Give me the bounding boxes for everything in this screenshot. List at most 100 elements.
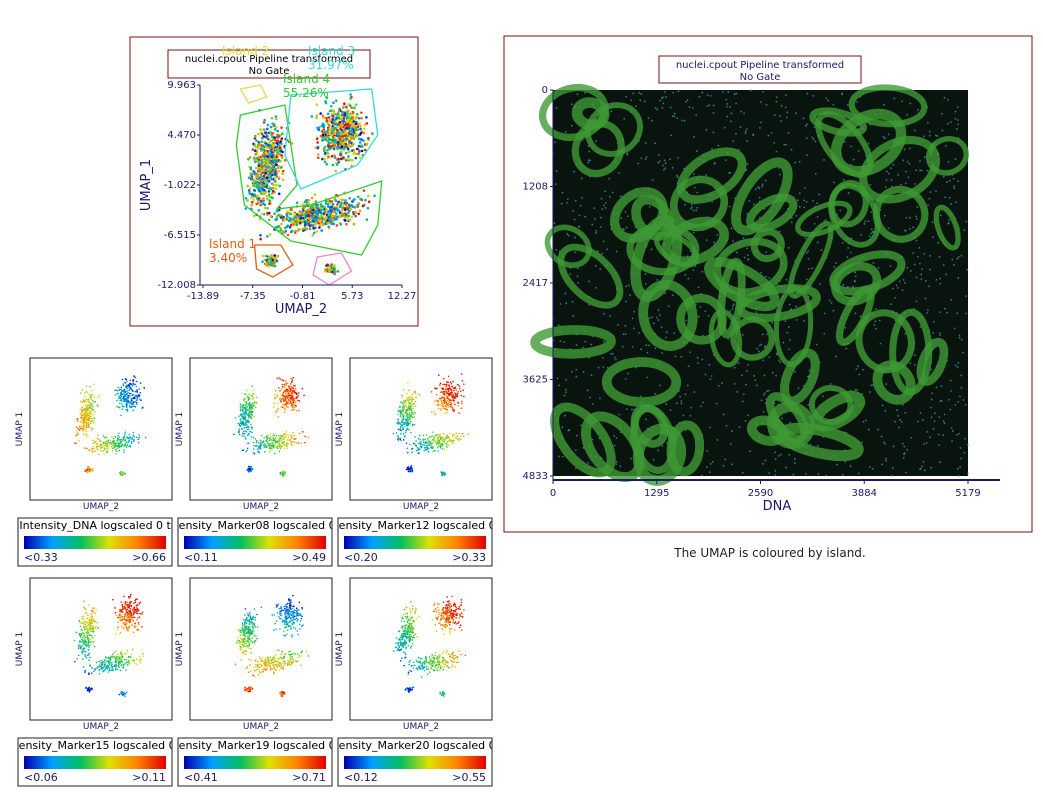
nucleus (638, 92, 641, 94)
nucleus (947, 222, 950, 225)
cell-dot (305, 220, 308, 224)
cell-dot (76, 431, 78, 433)
cell-dot (140, 399, 142, 401)
nucleus (704, 373, 707, 376)
nucleus (967, 443, 969, 446)
cell-dot (255, 152, 258, 156)
nucleus (884, 186, 887, 188)
cell-dot (123, 434, 126, 437)
cell-dot (121, 472, 124, 475)
cell-dot (124, 444, 126, 447)
cell-dot (245, 410, 247, 412)
cell-dot (117, 386, 120, 389)
nucleus (695, 114, 698, 116)
cell-dot (252, 408, 255, 411)
nucleus (955, 128, 958, 130)
cell-dot (263, 148, 266, 152)
cell-dot (344, 144, 347, 148)
cell-dot (266, 171, 270, 175)
cell-dot (109, 439, 112, 442)
nucleus (768, 356, 771, 358)
cell-dot (273, 172, 277, 176)
nucleus (942, 175, 945, 178)
cell-dot (288, 216, 292, 220)
cell-dot (413, 391, 415, 393)
cell-dot (329, 139, 333, 143)
cell-dot (81, 406, 83, 409)
nucleus (771, 371, 774, 374)
nucleus (914, 354, 916, 357)
cell-dot (284, 226, 287, 230)
nucleus (602, 366, 605, 368)
cell-dot (123, 451, 125, 453)
cell-dot (411, 393, 414, 396)
cell-dot (325, 162, 329, 166)
cell-dot (87, 399, 89, 401)
cell-dot (117, 406, 120, 408)
nucleus (794, 462, 796, 464)
cell-dot (94, 450, 96, 453)
nucleus (652, 458, 655, 461)
nucleus (758, 344, 761, 347)
cell-dot (128, 384, 130, 387)
nucleus (689, 414, 692, 417)
cell-dot (333, 135, 337, 139)
cell-dot (276, 394, 279, 397)
nucleus (597, 366, 600, 369)
cell-dot (279, 144, 283, 147)
cell-dot (92, 413, 94, 416)
cell-dot (275, 410, 277, 413)
cell-dot (324, 202, 328, 205)
cell-dot (116, 392, 118, 395)
cell-dot (86, 468, 89, 470)
cell-dot (365, 143, 368, 147)
cell-dot (351, 158, 354, 162)
nucleus (729, 106, 732, 108)
nucleus (658, 160, 661, 163)
cell-dot (276, 377, 279, 380)
nucleus (867, 142, 870, 145)
cell-dot (247, 157, 250, 161)
nucleus (893, 97, 896, 100)
nucleus (680, 402, 683, 405)
cell-dot (295, 201, 299, 205)
nucleus (794, 370, 796, 373)
cell-dot (288, 396, 291, 398)
nucleus (599, 226, 602, 228)
cell-dot (354, 156, 358, 160)
cell-dot (266, 174, 269, 177)
cell-dot (358, 209, 362, 213)
cell-dot (252, 448, 255, 450)
cell-dot (285, 214, 289, 218)
cell-dot (102, 441, 104, 444)
cell-dot (315, 137, 319, 140)
cell-dot (289, 393, 291, 395)
cell-dot (139, 392, 142, 394)
cell-dot (344, 151, 348, 155)
nucleus (630, 457, 633, 460)
nucleus (677, 90, 680, 93)
nucleus (556, 377, 559, 380)
cell-dot (138, 434, 140, 436)
nucleus (950, 203, 953, 205)
cell-dot (128, 445, 130, 448)
nucleus (785, 116, 788, 119)
cell-dot (326, 139, 329, 143)
cell-dot (298, 432, 301, 435)
nucleus (926, 169, 929, 172)
cell-dot (252, 142, 255, 146)
cell-dot (308, 227, 312, 231)
nucleus (745, 128, 748, 131)
cell-dot (135, 385, 138, 388)
cell-dot (120, 441, 123, 443)
cell-dot (350, 204, 354, 207)
nucleus (733, 383, 736, 385)
cell-dot (103, 453, 105, 456)
cell-dot (112, 440, 114, 443)
cell-dot (239, 420, 242, 422)
nucleus (872, 262, 875, 264)
cell-dot (78, 440, 80, 442)
cell-dot (332, 210, 335, 214)
nucleus (665, 403, 668, 406)
cell-dot (268, 195, 271, 199)
